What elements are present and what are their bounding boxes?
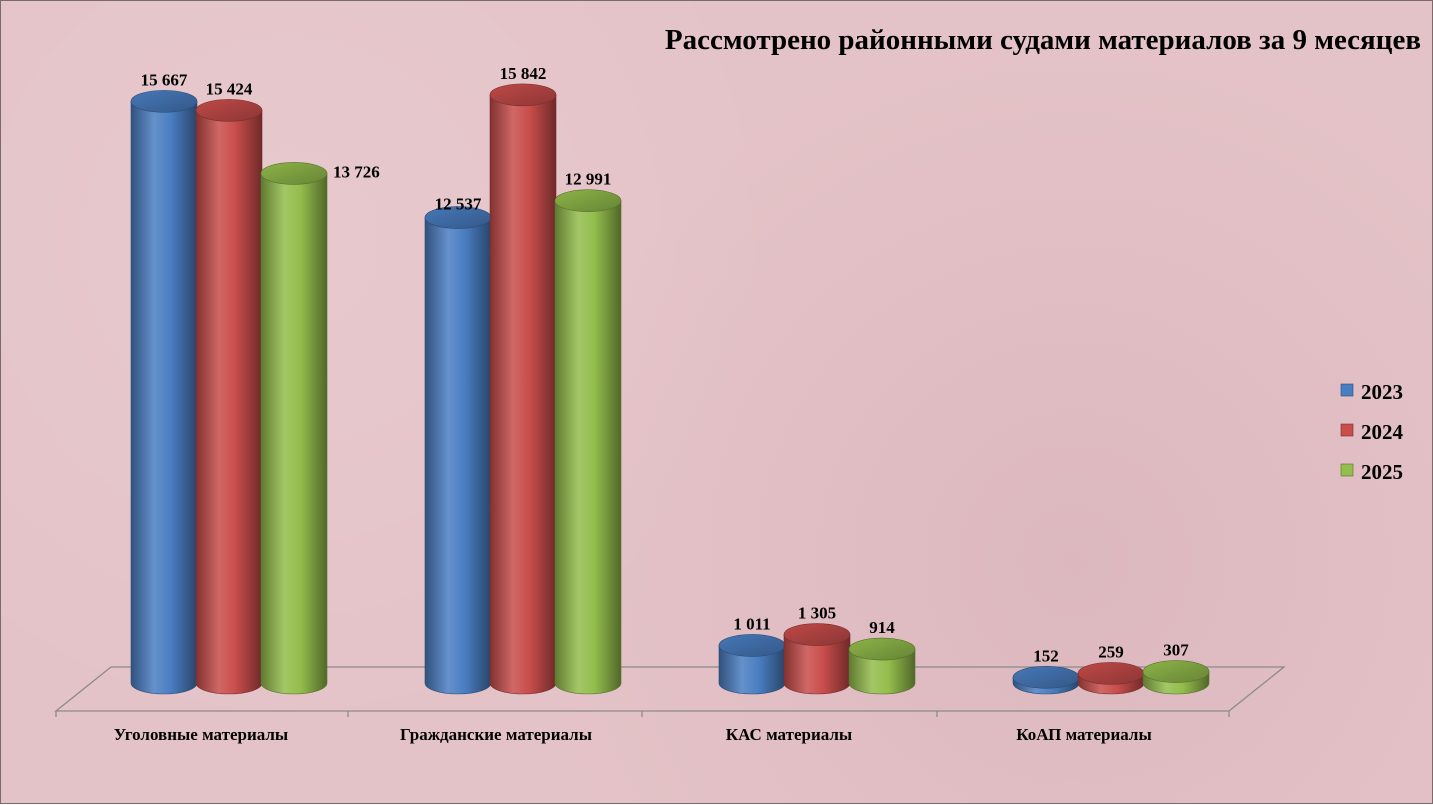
bar-body: [783, 634, 851, 695]
bar-body: [195, 110, 263, 695]
bar-top: [554, 189, 622, 213]
bar-2025-4: [1142, 660, 1210, 695]
legend-swatch: [1340, 383, 1354, 397]
category-axis: Уголовные материалы Гражданские материалы…: [114, 725, 1152, 744]
legend-swatch: [1340, 463, 1354, 477]
legend-item-2024: 2024: [1340, 420, 1404, 444]
data-label: 15 424: [206, 79, 253, 98]
bar-2025-3: [848, 637, 916, 695]
bar-top: [195, 99, 263, 122]
bar-body: [554, 200, 622, 695]
bar-2024-3: [783, 623, 851, 695]
bar-body: [130, 101, 198, 695]
chart-floor: [54, 666, 1286, 717]
bar-body: [424, 217, 492, 695]
category-label: Уголовные материалы: [114, 725, 288, 744]
category-label: Гражданские материалы: [400, 725, 592, 744]
bar-body: [848, 648, 916, 695]
bars-group: [130, 83, 1210, 695]
data-label: 307: [1163, 641, 1189, 660]
legend-label: 2025: [1361, 460, 1403, 484]
category-label: КоАП материалы: [1016, 725, 1151, 744]
bar-body: [260, 173, 328, 695]
data-label: 914: [869, 618, 895, 637]
bar-top: [489, 83, 557, 107]
legend-label: 2024: [1361, 420, 1404, 444]
bar-top: [783, 623, 851, 646]
data-label: 259: [1098, 642, 1124, 661]
bar-top: [1077, 662, 1145, 685]
data-label: 13 726: [333, 162, 380, 181]
legend: 2023 2024 2025: [1340, 380, 1404, 484]
bar-2023-4: [1012, 666, 1080, 695]
data-label: 15 667: [141, 70, 188, 89]
legend-item-2025: 2025: [1340, 460, 1403, 484]
bar-2023-3: [718, 634, 786, 695]
floor-plane: [54, 666, 1286, 712]
bar-body: [489, 94, 557, 695]
bar-2023-1: [130, 90, 198, 695]
data-label: 1 305: [798, 604, 836, 623]
bar-2023-2: [424, 206, 492, 695]
category-label: КАС материалы: [726, 725, 852, 744]
bar-body: [718, 645, 786, 695]
data-label: 12 537: [435, 195, 482, 214]
bar-top: [260, 162, 328, 185]
bar-2024-2: [489, 83, 557, 695]
bar-2025-2: [554, 189, 622, 695]
bar-2025-1: [260, 162, 328, 695]
legend-swatch: [1340, 423, 1354, 437]
legend-label: 2023: [1361, 380, 1403, 404]
data-label: 152: [1033, 646, 1059, 665]
legend-item-2023: 2023: [1340, 380, 1403, 404]
data-labels-group: 15 667 15 424 13 726 12 537 15 842 12 991 1 01…: [141, 64, 1190, 665]
data-label: 1 011: [733, 614, 770, 633]
data-label: 15 842: [500, 64, 547, 83]
bar-2024-1: [195, 99, 263, 695]
bar-2024-4: [1077, 662, 1145, 695]
bar-top: [130, 90, 198, 113]
chart-title: Рассмотрено районными судами материалов …: [665, 24, 1421, 56]
bar-top: [718, 634, 786, 657]
bar-top: [1142, 660, 1210, 683]
data-label: 12 991: [565, 170, 612, 189]
bar-top: [848, 637, 916, 661]
bar-top: [1012, 666, 1080, 689]
